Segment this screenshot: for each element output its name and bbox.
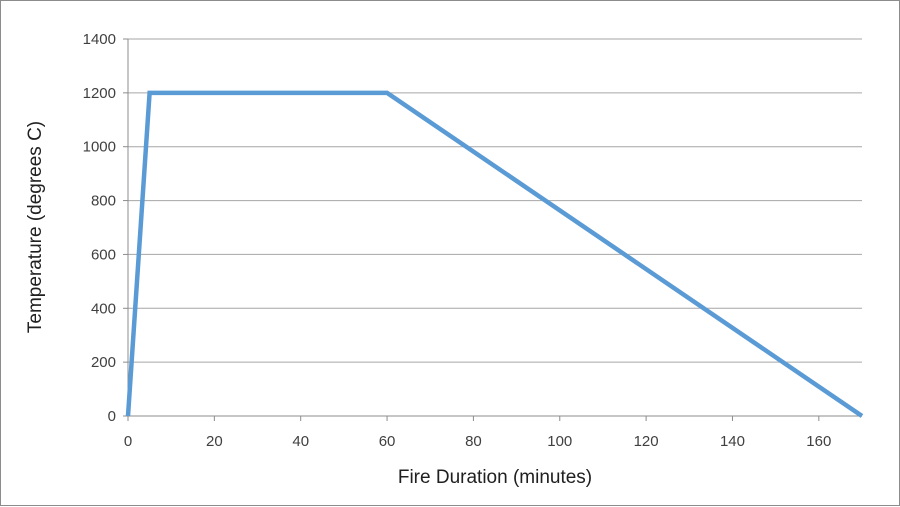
x-tick-label: 80 <box>465 433 482 450</box>
x-tick-labels: 0 20 40 60 80 100 120 140 160 <box>124 433 832 450</box>
x-tick-label: 40 <box>292 433 309 450</box>
x-tick-label: 20 <box>206 433 223 450</box>
y-tick-label: 1400 <box>83 31 116 48</box>
y-tick-label: 1200 <box>83 85 116 102</box>
series-line-0 <box>125 90 864 418</box>
x-tick-label: 120 <box>634 433 659 450</box>
y-axis-title: Temperature (degrees C) <box>25 121 46 333</box>
y-tick-label: 400 <box>91 300 116 317</box>
y-tick-label: 800 <box>91 193 116 210</box>
y-tick-label: 200 <box>91 354 116 371</box>
gridlines <box>128 38 862 363</box>
x-tick-label: 60 <box>379 433 396 450</box>
y-tick-label: 1000 <box>83 139 116 156</box>
x-tick-label: 100 <box>547 433 572 450</box>
y-tick-label: 600 <box>91 246 116 263</box>
x-tick-label: 160 <box>806 433 831 450</box>
x-tick-label: 140 <box>720 433 745 450</box>
axes <box>123 38 862 421</box>
y-tick-labels: 0 200 400 600 800 1000 1200 1400 <box>83 31 116 425</box>
x-tick-label: 0 <box>124 433 132 450</box>
y-tick-label: 0 <box>108 408 116 425</box>
series-layer <box>125 90 864 418</box>
x-axis-title: Fire Duration (minutes) <box>398 467 592 488</box>
